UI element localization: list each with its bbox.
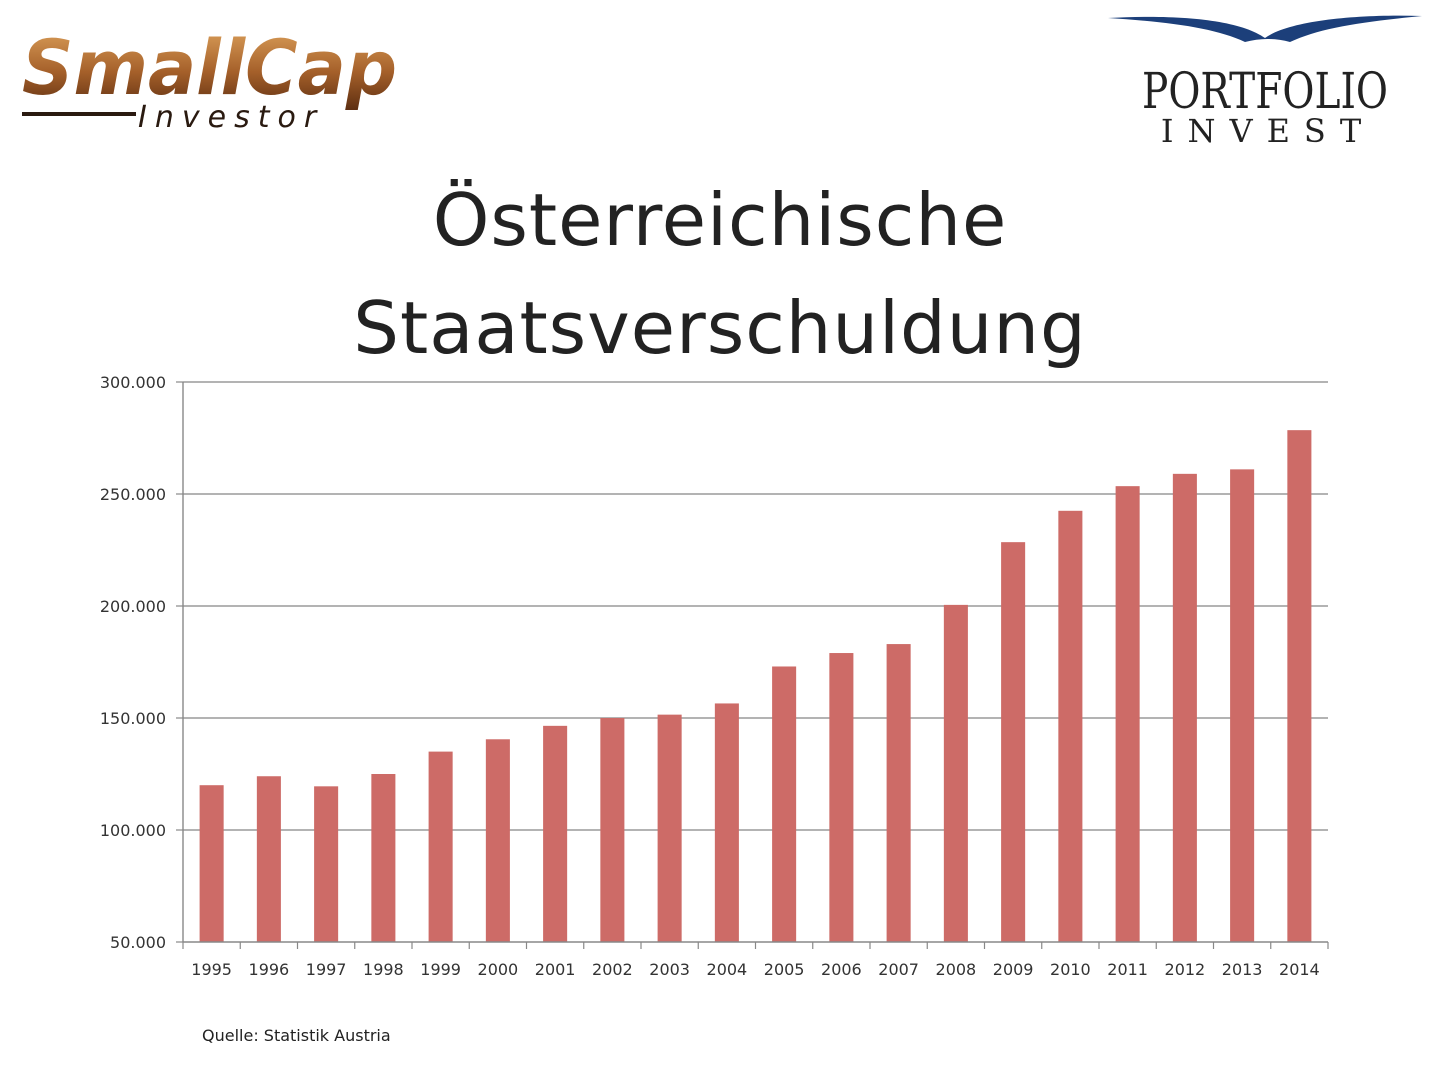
smallcap-logo-text: SmallCap (22, 23, 397, 112)
x-tick-label: 1996 (249, 960, 290, 979)
x-tick-label: 2008 (936, 960, 977, 979)
investor-logo-text: Investor (138, 100, 324, 134)
smallcap-investor-logo: SmallCap Investor (22, 23, 397, 134)
x-tick-label: 2012 (1165, 960, 1206, 979)
x-tick-label: 2007 (878, 960, 919, 979)
bar-2004 (714, 703, 739, 942)
bar-2002 (600, 718, 625, 942)
bar-2009 (1001, 542, 1026, 942)
portfolio-invest-logo: PORTFOLIO INVEST (1108, 15, 1422, 150)
bar-2013 (1230, 469, 1255, 942)
bar-2006 (829, 653, 854, 942)
gridlines (183, 381, 1328, 831)
x-tick-label: 2010 (1050, 960, 1091, 979)
chart-title-line-2: Staatsverschuldung (353, 286, 1087, 370)
bar-2003 (657, 714, 682, 942)
bars (199, 430, 1312, 942)
y-tick-label: 150.000 (100, 709, 166, 728)
x-tick-label: 2002 (592, 960, 633, 979)
x-tick-label: 1995 (191, 960, 232, 979)
bar-1999 (428, 751, 453, 942)
bar-2011 (1115, 486, 1140, 942)
portfolio-logo-text: PORTFOLIO (1142, 62, 1388, 120)
bar-2008 (943, 604, 968, 942)
y-axis-tick-labels: 50.000 100.000 150.000 200.000 250.000 300.00… (100, 373, 166, 952)
bar-2014 (1287, 430, 1312, 942)
bar-1997 (314, 786, 339, 942)
bar-chart: 50.000 100.000 150.000 200.000 250.000 300.00… (100, 373, 1329, 979)
bar-1998 (371, 774, 396, 942)
bar-2005 (772, 666, 797, 942)
y-tick-label: 200.000 (100, 597, 166, 616)
x-tick-label: 1999 (420, 960, 461, 979)
bar-2000 (485, 739, 510, 942)
x-tick-label: 2011 (1107, 960, 1148, 979)
x-tick-label: 2001 (535, 960, 576, 979)
bar-1995 (199, 785, 224, 942)
y-tick-label: 100.000 (100, 821, 166, 840)
x-tick-label: 2014 (1279, 960, 1320, 979)
x-tick-label: 2005 (764, 960, 805, 979)
bar-2012 (1172, 473, 1197, 942)
x-tick-label: 2013 (1222, 960, 1263, 979)
x-tick-label: 2000 (478, 960, 519, 979)
x-axis-tick-labels: 1995 1996 1997 1998 1999 2000 2001 2002 2003 2004… (191, 960, 1319, 979)
x-tick-label: 2009 (993, 960, 1034, 979)
bar-1996 (256, 776, 281, 942)
y-tick-label: 50.000 (110, 933, 166, 952)
x-tick-label: 2003 (649, 960, 690, 979)
x-tick-label: 1998 (363, 960, 404, 979)
x-tick-label: 2006 (821, 960, 862, 979)
y-tick-label: 250.000 (100, 485, 166, 504)
y-tick-label: 300.000 (100, 373, 166, 392)
chart-title-line-1: Österreichische (432, 178, 1008, 262)
invest-logo-text: INVEST (1161, 112, 1375, 150)
x-tick-label: 2004 (707, 960, 748, 979)
bar-2001 (543, 725, 568, 942)
bar-2010 (1058, 510, 1083, 942)
bar-2007 (886, 644, 911, 942)
axes (176, 381, 1329, 949)
source-note: Quelle: Statistik Austria (202, 1026, 391, 1045)
bird-icon (1108, 15, 1422, 42)
x-tick-label: 1997 (306, 960, 347, 979)
